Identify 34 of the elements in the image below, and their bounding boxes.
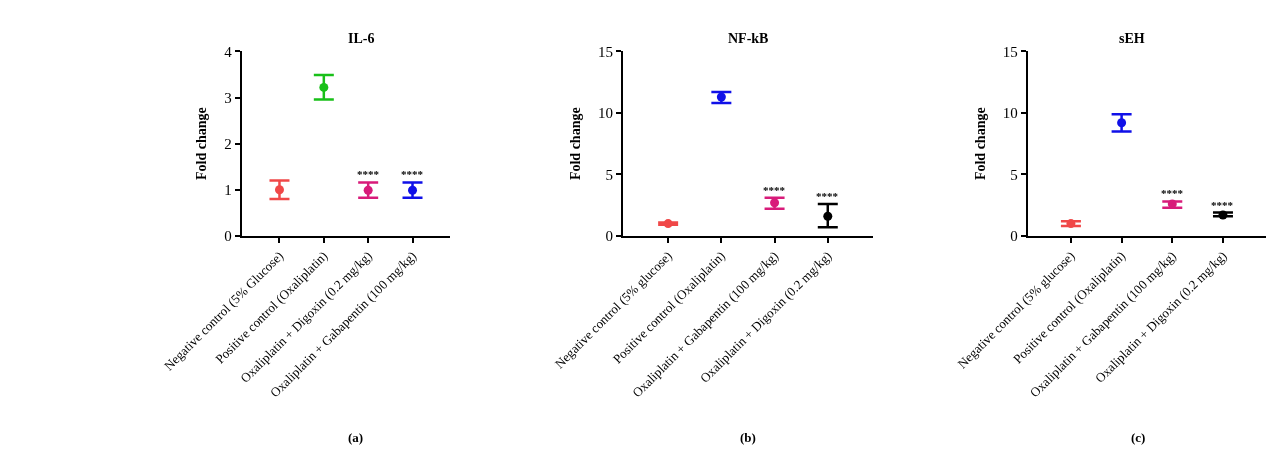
chart-title: NF-kB — [728, 31, 769, 46]
text: (b) — [740, 430, 756, 445]
y-tick-label: 0 — [605, 228, 613, 245]
y-axis-title: Fold change — [972, 107, 988, 181]
text: (c) — [1131, 430, 1146, 445]
point — [663, 219, 673, 229]
chart-title: sEH — [1119, 31, 1145, 46]
annotation: **** — [763, 184, 786, 196]
point — [1066, 219, 1076, 229]
annotation: **** — [357, 168, 380, 180]
y-tick-label: 2 — [224, 135, 232, 152]
annotation: **** — [401, 168, 424, 180]
point — [1218, 210, 1228, 220]
y-tick-label: 3 — [224, 89, 232, 106]
y-tick-label: 1 — [224, 182, 232, 199]
annotation: **** — [1161, 187, 1184, 199]
y-axis-title: Fold change — [568, 107, 584, 181]
y-tick-label: 15 — [597, 43, 613, 60]
chart-title: IL-6 — [348, 31, 375, 46]
point — [716, 92, 726, 102]
y-axis-title: Fold change — [194, 107, 210, 181]
y-tick-label: 10 — [1002, 105, 1018, 122]
annotation: **** — [816, 190, 839, 202]
y-tick-label: 4 — [224, 43, 233, 60]
y-tick-label: 10 — [597, 105, 613, 122]
y-tick-label: 0 — [1010, 228, 1018, 245]
text: (a) — [348, 430, 364, 445]
point — [770, 198, 780, 208]
y-tick-label: 5 — [1010, 166, 1018, 183]
y-tick-label: 5 — [605, 166, 613, 183]
point — [823, 211, 833, 221]
y-tick-label: 0 — [224, 228, 232, 245]
annotation: **** — [1211, 199, 1234, 211]
y-tick-label: 15 — [1002, 43, 1018, 60]
